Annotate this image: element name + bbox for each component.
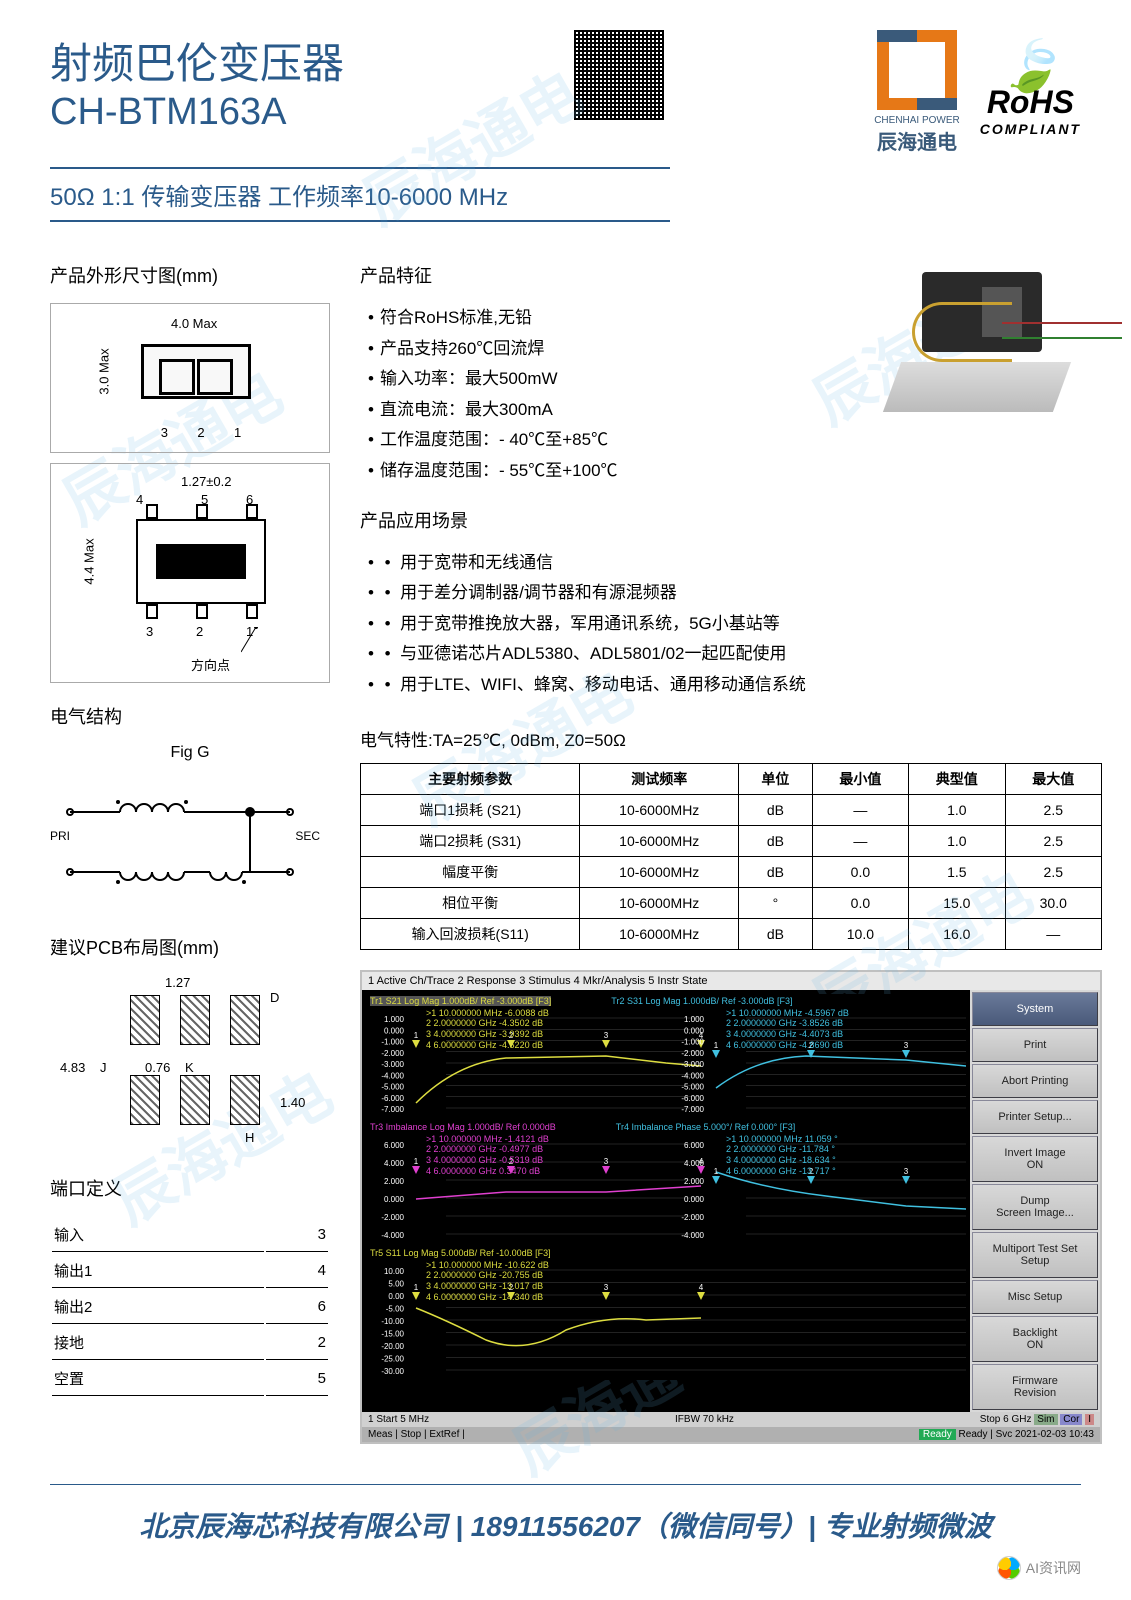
svg-text:-15.00: -15.00 [381, 1329, 404, 1338]
model-number: CH-BTM163A [50, 91, 344, 134]
svg-text:1: 1 [714, 1167, 719, 1176]
svg-text:-7.000: -7.000 [381, 1105, 404, 1114]
svg-text:1: 1 [414, 1283, 419, 1292]
vna-screenshot: 1 Active Ch/Trace 2 Response 3 Stimulus … [360, 970, 1102, 1444]
vna-stop: Stop 6 GHz Sim Cor I [980, 1414, 1094, 1425]
svg-text:-10.00: -10.00 [381, 1317, 404, 1326]
dimension-drawing-1: 4.0 Max 3.0 Max 321 [50, 303, 330, 453]
rohs-logo: 🍃 RoHS COMPLIANT [980, 49, 1081, 137]
svg-text:-6.000: -6.000 [381, 1093, 404, 1102]
vna-button[interactable]: Invert Image ON [972, 1136, 1098, 1182]
port-title: 端口定义 [50, 1175, 330, 1201]
svg-text:-1.000: -1.000 [681, 1037, 704, 1046]
svg-text:3: 3 [904, 1167, 909, 1176]
svg-text:-6.000: -6.000 [681, 1093, 704, 1102]
svg-text:3: 3 [904, 1041, 909, 1050]
vna-button[interactable]: Abort Printing [972, 1064, 1098, 1098]
svg-text:6.000: 6.000 [384, 1141, 405, 1150]
dimension-drawing-2: 1.27±0.2 4.4 Max 4 5 6 3 2 1 方向点 [50, 463, 330, 683]
svg-text:3: 3 [604, 1031, 609, 1040]
port-pin: 6 [266, 1290, 328, 1324]
svg-text:1: 1 [714, 1041, 719, 1050]
port-table: 输入3输出14输出26接地2空置5 [50, 1216, 330, 1398]
svg-text:-3.000: -3.000 [381, 1060, 404, 1069]
spec-title: 电气特性:TA=25℃, 0dBm, Z0=50Ω [360, 726, 1102, 751]
circuit-title: 电气结构 [50, 703, 330, 729]
port-pin: 3 [266, 1218, 328, 1252]
svg-text:1: 1 [414, 1157, 419, 1166]
svg-text:-20.00: -20.00 [381, 1342, 404, 1351]
svg-text:4.000: 4.000 [684, 1159, 705, 1168]
svg-text:-1.000: -1.000 [381, 1037, 404, 1046]
port-name: 输出2 [52, 1290, 264, 1324]
svg-text:2.000: 2.000 [684, 1177, 705, 1186]
svg-text:-5.00: -5.00 [386, 1304, 405, 1313]
svg-text:-2.000: -2.000 [681, 1213, 704, 1222]
vna-button[interactable]: Print [972, 1028, 1098, 1062]
port-pin: 4 [266, 1254, 328, 1288]
vna-button[interactable]: Misc Setup [972, 1280, 1098, 1314]
svg-text:-4.000: -4.000 [681, 1231, 704, 1240]
svg-text:-4.000: -4.000 [381, 1071, 404, 1080]
svg-text:0.00: 0.00 [388, 1292, 404, 1301]
apps-title: 产品应用场景 [360, 507, 1102, 533]
svg-text:5.00: 5.00 [388, 1279, 404, 1288]
svg-text:-7.000: -7.000 [681, 1105, 704, 1114]
title-cn: 射频巴伦变压器 [50, 30, 344, 91]
apps-list: • 用于宽带和无线通信 • 用于差分调制器/调节器和有源混频器 • 用于宽带推挽… [360, 548, 1102, 701]
qr-code [574, 30, 664, 120]
spec-table: 主要射频参数测试频率单位最小值典型值最大值 端口1损耗 (S21)10-6000… [360, 763, 1102, 950]
svg-text:-3.000: -3.000 [681, 1060, 704, 1069]
vna-button[interactable]: System [972, 992, 1098, 1026]
port-name: 输出1 [52, 1254, 264, 1288]
corner-logo: AI资讯网 [997, 1556, 1081, 1580]
svg-text:-25.00: -25.00 [381, 1354, 404, 1363]
svg-text:-5.000: -5.000 [381, 1082, 404, 1091]
svg-text:-2.000: -2.000 [681, 1048, 704, 1057]
svg-text:3: 3 [604, 1157, 609, 1166]
svg-text:-4.000: -4.000 [681, 1071, 704, 1080]
vna-start: 1 Start 5 MHz [368, 1414, 429, 1425]
dimension-title: 产品外形尺寸图(mm) [50, 262, 330, 288]
vna-button[interactable]: Printer Setup... [972, 1100, 1098, 1134]
svg-text:0.000: 0.000 [684, 1195, 705, 1204]
port-name: 空置 [52, 1362, 264, 1396]
footer: 北京辰海芯科技有限公司 | 18911556207（微信同号）| 专业射频微波 [50, 1484, 1081, 1545]
svg-text:-4.000: -4.000 [381, 1231, 404, 1240]
vna-button[interactable]: Firmware Revision [972, 1364, 1098, 1410]
svg-text:1.000: 1.000 [384, 1015, 405, 1024]
svg-text:-2.000: -2.000 [381, 1213, 404, 1222]
svg-text:-5.000: -5.000 [681, 1082, 704, 1091]
svg-text:0.000: 0.000 [384, 1195, 405, 1204]
svg-text:0.000: 0.000 [384, 1026, 405, 1035]
vna-button[interactable]: Multiport Test Set Setup [972, 1232, 1098, 1278]
svg-text:6.000: 6.000 [684, 1141, 705, 1150]
svg-text:3: 3 [604, 1283, 609, 1292]
svg-text:4: 4 [699, 1283, 704, 1292]
port-name: 输入 [52, 1218, 264, 1252]
vna-menu: 1 Active Ch/Trace 2 Response 3 Stimulus … [362, 972, 1100, 990]
product-photo [852, 242, 1102, 442]
pcb-layout: 1.27 0.76 4.83 1.40 D J K H [50, 975, 330, 1155]
svg-text:4.000: 4.000 [384, 1159, 405, 1168]
subtitle: 50Ω 1:1 传输变压器 工作频率10-6000 MHz [50, 177, 1081, 212]
svg-text:0.000: 0.000 [684, 1026, 705, 1035]
port-name: 接地 [52, 1326, 264, 1360]
svg-text:10.00: 10.00 [384, 1267, 405, 1276]
svg-text:1: 1 [414, 1031, 419, 1040]
svg-text:-2.000: -2.000 [381, 1048, 404, 1057]
port-pin: 5 [266, 1362, 328, 1396]
svg-text:2.000: 2.000 [384, 1177, 405, 1186]
svg-text:-30.00: -30.00 [381, 1367, 404, 1376]
company-logo: CHENHAI POWER 辰海通电 [874, 30, 960, 155]
vna-ifbw: IFBW 70 kHz [675, 1414, 734, 1425]
svg-text:1.000: 1.000 [684, 1015, 705, 1024]
vna-button[interactable]: Dump Screen Image... [972, 1184, 1098, 1230]
vna-button[interactable]: Backlight ON [972, 1316, 1098, 1362]
port-pin: 2 [266, 1326, 328, 1360]
circuit-diagram: Fig G PRI SEC [50, 744, 330, 914]
pcb-title: 建议PCB布局图(mm) [50, 934, 330, 960]
